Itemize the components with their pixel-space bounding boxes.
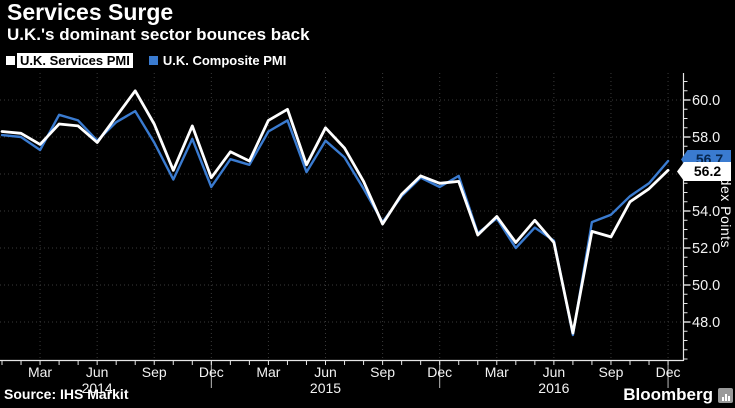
x-year-label: 2014: [82, 380, 113, 396]
composite-line: [0, 109, 670, 337]
services-last-value-tag: 56.2: [677, 162, 731, 181]
x-tick-label: Mar: [28, 364, 52, 380]
bar-chart-icon: [718, 387, 733, 403]
x-year-label: 2015: [310, 380, 341, 396]
y-tick-label: 52.0: [692, 241, 720, 257]
x-tick-label: Dec: [656, 364, 681, 380]
bloomberg-logo: Bloomberg: [623, 385, 733, 405]
x-tick-label: Sep: [370, 364, 395, 380]
x-tick-label: Dec: [427, 364, 452, 380]
y-tick-label: 60.0: [692, 93, 720, 109]
x-year-label: 2016: [538, 380, 569, 396]
source-credit: Source: IHS Markit: [4, 386, 129, 402]
x-tick-label: Jun: [314, 364, 337, 380]
legend-item-services[interactable]: U.K. Services PMI: [6, 53, 133, 68]
x-tick-label: Jun: [86, 364, 109, 380]
y-tick-label: 48.0: [692, 315, 720, 331]
y-tick-label: 50.0: [692, 278, 720, 294]
page-subtitle: U.K.'s dominant sector bounces back: [7, 25, 310, 44]
bloomberg-wordmark: Bloomberg: [623, 385, 713, 404]
x-tick-label: Sep: [142, 364, 167, 380]
y-tick-label: 58.0: [692, 130, 720, 146]
chart-legend: U.K. Services PMI U.K. Composite PMI: [6, 53, 289, 68]
y-axis-title: Index Points: [718, 165, 734, 249]
legend-label-composite: U.K. Composite PMI: [162, 53, 287, 68]
x-tick-label: Dec: [199, 364, 224, 380]
x-tick-label: Mar: [485, 364, 509, 380]
y-tick-label: 54.0: [692, 204, 720, 220]
composite-series-swatch-icon: [148, 56, 158, 65]
legend-label-services: U.K. Services PMI: [17, 53, 133, 68]
x-tick-label: Mar: [256, 364, 280, 380]
page-title: Services Surge: [7, 0, 174, 25]
x-tick-label: Jun: [543, 364, 566, 380]
legend-item-composite[interactable]: U.K. Composite PMI: [148, 53, 290, 68]
services-series-swatch-icon: [6, 56, 15, 65]
services-line: [0, 89, 670, 335]
x-tick-label: Sep: [598, 364, 623, 380]
